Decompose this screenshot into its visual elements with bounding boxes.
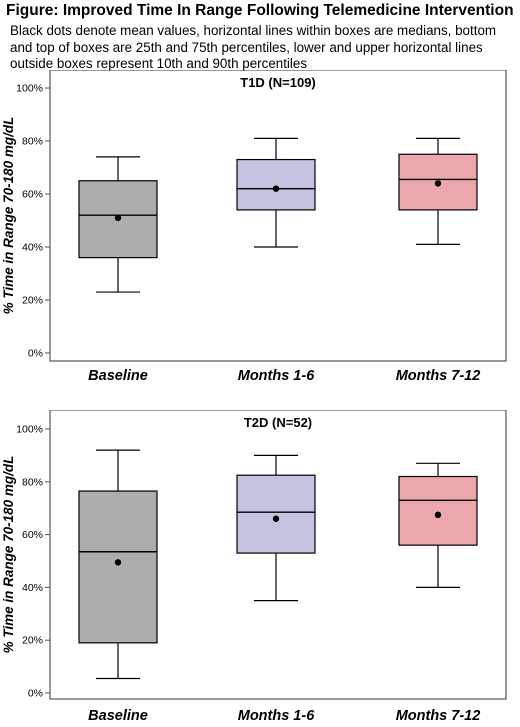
t2d-y-tick-label: 40%: [22, 582, 43, 594]
figure-title: Figure: Improved Time In Range Following…: [6, 2, 514, 19]
t1d-category-label: Months 7-12: [396, 368, 481, 384]
figure-caption: Black dots denote mean values, horizonta…: [10, 23, 497, 71]
t2d-y-tick-label: 100%: [16, 424, 43, 436]
t2d-y-tick-label: 60%: [22, 529, 43, 541]
t1d-y-tick-label: 20%: [22, 295, 43, 307]
t1d-category-label: Baseline: [88, 368, 148, 384]
t1d-y-tick-label: 0%: [28, 348, 43, 360]
t1d-box: [236, 158, 316, 211]
t2d-mean-dot: [114, 559, 122, 566]
t1d-y-tick-label: 60%: [22, 189, 43, 201]
t1d-y-axis-label: % Time in Range 70-180 mg/dL: [1, 117, 16, 315]
t2d-plot-frame: [49, 410, 507, 700]
t2d-panel-title: T2D (N=52): [244, 415, 312, 430]
t2d-category-label: Months 7-12: [396, 708, 481, 724]
t2d-box-plot: T2D (N=52) % Time in Range 70-180 mg/dL 0%…: [1, 410, 507, 724]
t1d-category-label: Months 1-6: [238, 368, 315, 384]
t2d-y-axis-label: % Time in Range 70-180 mg/dL: [1, 456, 16, 654]
t2d-mean-dot: [434, 511, 442, 518]
t2d-category-label: Baseline: [88, 708, 148, 724]
t1d-mean-dot: [272, 185, 280, 192]
t1d-y-tick-label: 80%: [22, 136, 43, 148]
t1d-panel-title: T1D (N=109): [240, 75, 316, 90]
t1d-mean-dot: [114, 214, 122, 222]
t2d-box: [398, 475, 478, 546]
t1d-box-plot: T1D (N=109) % Time in Range 70-180 mg/dL 0…: [1, 70, 507, 384]
t2d-y-tick-label: 20%: [22, 635, 43, 647]
t2d-box: [236, 474, 316, 554]
t1d-mean-dot: [434, 180, 442, 187]
t2d-mean-dot: [272, 515, 280, 522]
t2d-box: [78, 490, 158, 644]
t2d-y-tick-label: 80%: [22, 476, 43, 488]
t1d-y-tick-label: 100%: [16, 83, 43, 95]
t2d-y-tick-label: 0%: [28, 688, 43, 700]
t1d-y-tick-label: 40%: [22, 242, 43, 254]
t2d-category-label: Months 1-6: [238, 708, 315, 724]
t1d-plot-frame: [49, 70, 507, 362]
